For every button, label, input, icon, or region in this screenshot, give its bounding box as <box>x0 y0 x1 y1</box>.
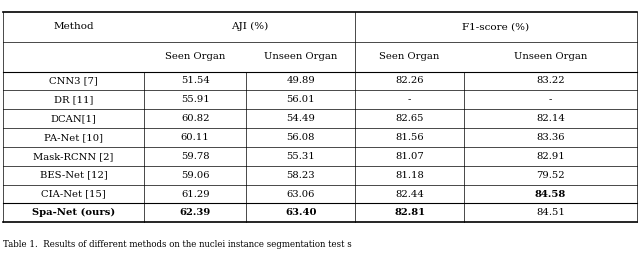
Text: 81.56: 81.56 <box>396 133 424 142</box>
Text: 56.08: 56.08 <box>287 133 315 142</box>
Text: 82.26: 82.26 <box>396 76 424 86</box>
Text: F1-score (%): F1-score (%) <box>463 22 529 31</box>
Text: Seen Organ: Seen Organ <box>165 52 225 61</box>
Text: 62.39: 62.39 <box>180 208 211 217</box>
Text: -: - <box>408 95 412 104</box>
Text: -: - <box>548 95 552 104</box>
Text: 82.44: 82.44 <box>395 190 424 199</box>
Text: 60.11: 60.11 <box>181 133 209 142</box>
Text: 49.89: 49.89 <box>287 76 315 86</box>
Text: DCAN[1]: DCAN[1] <box>51 114 97 123</box>
Text: PA-Net [10]: PA-Net [10] <box>44 133 103 142</box>
Text: 83.22: 83.22 <box>536 76 564 86</box>
Text: 59.06: 59.06 <box>181 171 209 180</box>
Text: 84.51: 84.51 <box>536 208 565 217</box>
Text: CIA-Net [15]: CIA-Net [15] <box>41 190 106 199</box>
Text: 84.58: 84.58 <box>535 190 566 199</box>
Text: 55.31: 55.31 <box>287 152 315 161</box>
Text: 82.14: 82.14 <box>536 114 565 123</box>
Text: CNN3 [7]: CNN3 [7] <box>49 76 98 86</box>
Text: 82.91: 82.91 <box>536 152 564 161</box>
Text: 54.49: 54.49 <box>286 114 316 123</box>
Text: 81.07: 81.07 <box>396 152 424 161</box>
Text: 61.29: 61.29 <box>181 190 209 199</box>
Text: 63.06: 63.06 <box>287 190 315 199</box>
Text: Mask-RCNN [2]: Mask-RCNN [2] <box>33 152 114 161</box>
Text: 83.36: 83.36 <box>536 133 564 142</box>
Text: DR [11]: DR [11] <box>54 95 93 104</box>
Text: 81.18: 81.18 <box>395 171 424 180</box>
Text: 51.54: 51.54 <box>180 76 210 86</box>
Text: Unseen Organ: Unseen Organ <box>264 52 337 61</box>
Text: AJI (%): AJI (%) <box>231 22 268 31</box>
Text: BES-Net [12]: BES-Net [12] <box>40 171 108 180</box>
Text: 82.81: 82.81 <box>394 208 425 217</box>
Text: 60.82: 60.82 <box>181 114 209 123</box>
Text: 79.52: 79.52 <box>536 171 564 180</box>
Text: 59.78: 59.78 <box>181 152 209 161</box>
Text: Seen Organ: Seen Organ <box>380 52 440 61</box>
Text: 55.91: 55.91 <box>181 95 209 104</box>
Text: Spa-Net (ours): Spa-Net (ours) <box>32 208 115 217</box>
Text: 63.40: 63.40 <box>285 208 317 217</box>
Text: 82.65: 82.65 <box>396 114 424 123</box>
Text: Unseen Organ: Unseen Organ <box>514 52 587 61</box>
Text: 58.23: 58.23 <box>287 171 315 180</box>
Text: Method: Method <box>53 22 94 31</box>
Text: 56.01: 56.01 <box>287 95 315 104</box>
Text: Table 1.  Results of different methods on the nuclei instance segmentation test : Table 1. Results of different methods on… <box>3 240 352 249</box>
